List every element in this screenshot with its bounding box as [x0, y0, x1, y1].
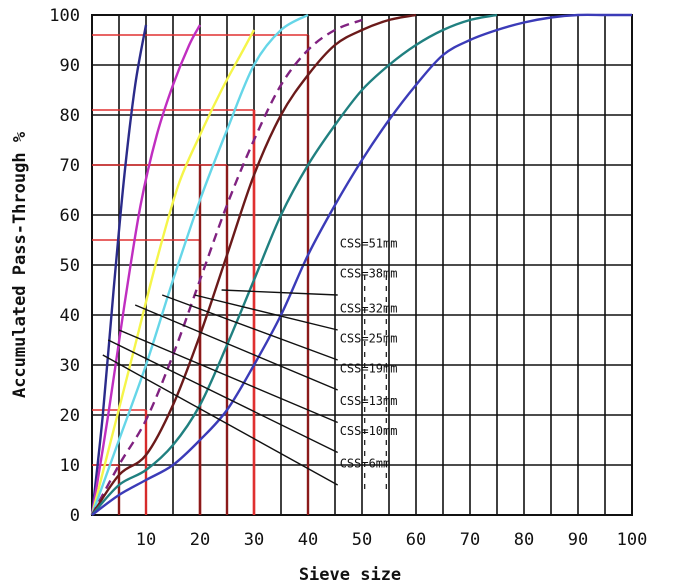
- x-tick-label: 10: [136, 530, 156, 550]
- reference-lines: [92, 34, 310, 515]
- series-line: [91, 13, 498, 516]
- x-tick-label: 30: [244, 530, 264, 550]
- x-tick-label: 40: [298, 530, 318, 550]
- x-tick-label: 70: [460, 530, 480, 550]
- leader-line: [107, 339, 339, 454]
- x-tick-label: 90: [568, 530, 588, 550]
- y-tick-label: 80: [60, 106, 80, 126]
- y-tick-label: 30: [60, 356, 80, 376]
- leader-line: [118, 329, 338, 424]
- y-axis-title: Accumulated Pass-Through %: [10, 131, 30, 398]
- tick-labels: 0 10 20 30 40 50 60 70 80 90 100 10 20 30 40 50 60 70 80 90…: [49, 6, 647, 550]
- y-tick-label: 0: [70, 506, 80, 526]
- leader-line: [221, 289, 338, 296]
- series-group: [90, 13, 632, 516]
- leader-line: [161, 294, 338, 361]
- x-tick-label: 80: [514, 530, 534, 550]
- y-tick-label: 20: [60, 406, 80, 426]
- css-label: CSS=38mm: [340, 267, 398, 281]
- series-line: [90, 24, 148, 516]
- css-label: CSS=6mm: [340, 457, 391, 471]
- x-tick-label: 20: [190, 530, 210, 550]
- css-label: CSS=32mm: [340, 302, 398, 316]
- y-tick-label: 40: [60, 306, 80, 326]
- series-line: [90, 24, 202, 516]
- leader-line: [194, 294, 338, 331]
- x-tick-label: 100: [617, 530, 648, 550]
- css-label: CSS=19mm: [340, 362, 398, 376]
- y-tick-label: 100: [49, 6, 80, 26]
- css-label: CSS=25mm: [340, 332, 398, 346]
- x-axis-title: Sieve size: [299, 565, 401, 585]
- y-tick-label: 50: [60, 256, 80, 276]
- css-label: CSS=10mm: [340, 424, 398, 438]
- series-line: [90, 18, 363, 516]
- y-tick-label: 90: [60, 56, 80, 76]
- x-tick-label: 50: [352, 530, 372, 550]
- leader-line: [134, 304, 338, 391]
- x-tick-label: 60: [406, 530, 426, 550]
- y-tick-label: 60: [60, 206, 80, 226]
- y-tick-label: 10: [60, 456, 80, 476]
- y-tick-label: 70: [60, 156, 80, 176]
- leader-line: [102, 354, 339, 486]
- grid: [91, 14, 633, 516]
- label-leader-lines: [102, 264, 387, 495]
- plot-border: [91, 14, 633, 516]
- series-line: [90, 13, 309, 516]
- series-line: [90, 29, 256, 516]
- css-labels: CSS=51mm CSS=38mm CSS=32mm CSS=25mm CSS=19mm…: [340, 237, 398, 471]
- series-line: [91, 13, 417, 516]
- css-label: CSS=13mm: [340, 394, 398, 408]
- series-line: [91, 13, 632, 516]
- css-label: CSS=51mm: [340, 237, 398, 251]
